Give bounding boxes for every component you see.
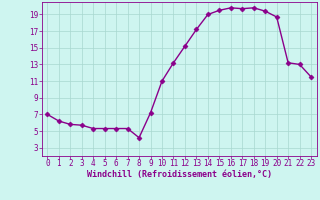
X-axis label: Windchill (Refroidissement éolien,°C): Windchill (Refroidissement éolien,°C): [87, 170, 272, 179]
